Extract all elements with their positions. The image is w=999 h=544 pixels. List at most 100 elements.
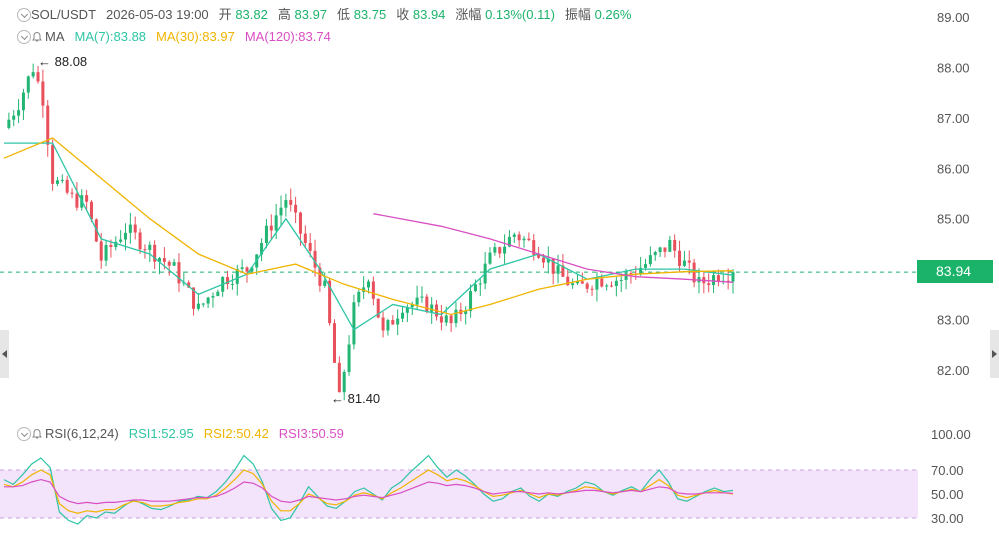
bell-icon[interactable] [31,428,43,440]
ma30-value: MA(30):83.97 [156,29,235,44]
candle-body [682,260,686,266]
price-axis-tick: 83.00 [937,313,970,328]
candle-body [716,275,720,282]
candle-body [172,262,176,266]
candle-body [51,144,55,184]
candle-body [357,291,361,303]
rsi-line-rsi2 [3,469,734,514]
candle-body [201,303,205,305]
candle-body [187,282,191,288]
collapse-chevron-icon[interactable] [17,8,31,22]
candle-body [420,296,424,298]
rsi-axis-tick: 30.00 [931,511,964,526]
close-label: 收 [396,7,410,22]
collapse-chevron-icon[interactable] [17,30,31,44]
candle-body [386,320,390,331]
max-price-label: 88.08 [54,54,88,69]
current-price-tag: 83.94 [917,260,993,283]
candle-body [192,287,196,309]
candle-body [162,258,166,262]
candle-body [337,362,341,393]
candle-body [498,247,502,254]
rsi-axis-tick: 70.00 [931,463,964,478]
candle-body [216,291,220,297]
candle-body [119,239,123,242]
symbol-label: SOL/USDT [31,7,97,22]
price-axis-tick: 88.00 [937,60,970,75]
candle-body [65,179,69,193]
candle-body [284,200,288,208]
candle-body [46,105,50,145]
price-axis-tick: 86.00 [937,161,970,176]
amplitude-label: 振幅 [564,7,591,22]
rsi-line-rsi3 [4,478,734,505]
candle-body [478,283,482,285]
candle-body [104,244,108,261]
open-value: 83.82 [235,7,268,22]
candle-body [167,261,171,266]
price-axis-tick: 85.00 [937,212,970,227]
candle-body [503,246,507,254]
candle-body [712,275,716,286]
candle-body [158,258,162,262]
candle-body [571,283,575,286]
candle-body [85,195,89,202]
rsi-legend: RSI(6,12,24) RSI1:52.95 RSI2:50.42 RSI3:50.… [0,426,344,442]
collapse-chevron-icon[interactable] [17,427,31,441]
candle-body [726,280,730,282]
candle-body [415,297,419,305]
change-label: 涨幅 [455,7,482,22]
candle-body [7,119,11,128]
candle-body [561,265,565,277]
candle-body [31,72,35,77]
candle-body [541,257,545,263]
candle-body [235,268,239,284]
high-value: 83.97 [294,7,328,22]
candle-body [313,250,317,268]
candle-body [376,298,380,318]
price-axis-tick: 82.00 [937,363,970,378]
candle-body [653,252,657,256]
candle-body [454,309,458,324]
candle-body [41,81,45,106]
scroll-right-arrow-icon[interactable] [990,330,999,378]
candle-body [143,249,147,251]
candle-body [425,296,429,312]
open-label: 开 [218,7,232,22]
candle-body [264,225,268,243]
candle-body [89,201,93,220]
ma-line-ma30 [3,137,734,316]
candle-body [507,236,511,247]
candle-body [123,232,128,240]
candle-body [36,72,40,82]
scroll-left-arrow-icon[interactable] [0,330,9,378]
candle-body [298,212,302,234]
candle-body [26,76,30,93]
candle-body [342,371,346,393]
rsi-line-rsi1 [3,454,734,525]
candle-body [469,291,473,312]
candle-body [274,215,278,231]
rsi-axis-tick: 50.00 [931,487,964,502]
candle-body [522,238,526,241]
candle-body [226,277,230,285]
bell-icon[interactable] [31,31,43,43]
price-axis-tick: 87.00 [937,111,970,126]
candle-body [332,323,336,363]
candle-body [488,252,492,264]
candle-body [318,267,322,286]
price-axis-tick: 89.00 [937,10,970,25]
candle-body [629,273,633,275]
candle-body [328,280,332,324]
candle-body [250,267,254,272]
candle-body [527,238,531,241]
ma-label: MA [45,29,65,44]
candle-body [279,207,283,216]
candle-body [537,254,541,258]
candle-body [294,204,298,213]
candle-body [371,281,375,299]
candle-body [410,304,414,308]
candle-body [323,280,327,286]
candle-body [308,242,312,251]
candle-body [687,260,691,263]
